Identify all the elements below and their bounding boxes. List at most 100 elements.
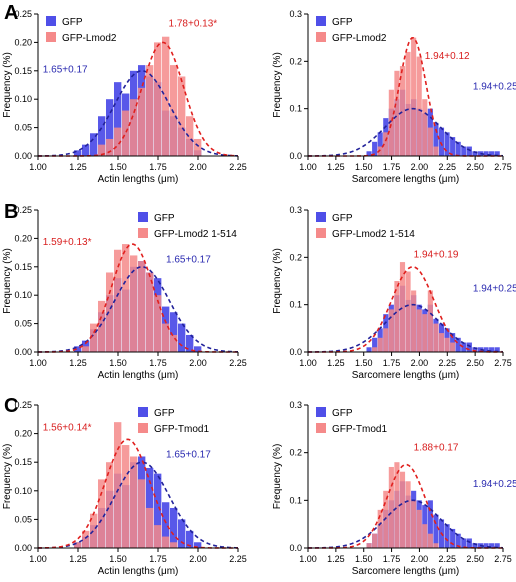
legend-label-treatment: GFP-Tmod1 xyxy=(332,424,387,435)
bar-treatment xyxy=(146,65,154,156)
y-axis-label: Frequency (%) xyxy=(272,248,283,314)
y-tick-label: 0.2 xyxy=(289,448,302,458)
y-tick-label: 0.10 xyxy=(14,486,32,496)
x-tick-label: 1.75 xyxy=(149,554,167,564)
legend-swatch-gfp xyxy=(316,212,326,222)
chart-A-sarcomere: 1.00 1.25 1.50 1.75 2.00 2.25 2.50 2.75 0.0 0.1 0.… xyxy=(272,9,516,185)
bar-gfp xyxy=(106,99,114,156)
x-tick-label: 1.75 xyxy=(383,162,401,172)
bar-gfp xyxy=(427,500,433,548)
bar-gfp xyxy=(194,542,202,548)
y-tick-label: 0.05 xyxy=(14,514,32,524)
bar-gfp xyxy=(483,347,489,352)
fit-annotation-treatment: 1.94+0.12 xyxy=(425,51,470,62)
x-axis-label: Sarcomere lengths (μm) xyxy=(352,566,459,577)
bar-treatment xyxy=(162,323,170,352)
legend-label-treatment: GFP-Lmod2 1-514 xyxy=(332,229,415,240)
fit-curve-gfp xyxy=(307,107,504,157)
bar-treatment xyxy=(122,110,130,156)
bar-treatment xyxy=(422,99,428,156)
bar-treatment xyxy=(106,138,114,156)
bar-gfp xyxy=(489,347,495,352)
x-tick-label: 1.50 xyxy=(355,358,373,368)
x-tick-label: 1.75 xyxy=(383,554,401,564)
panel-letter-c: C xyxy=(4,395,18,417)
bar-gfp xyxy=(489,151,495,156)
bar-gfp xyxy=(433,122,439,156)
bar-gfp xyxy=(494,151,500,156)
legend-label-gfp: GFP xyxy=(332,17,353,28)
bar-treatment xyxy=(377,146,383,156)
bar-treatment xyxy=(114,249,122,352)
x-tick-label: 2.00 xyxy=(189,358,207,368)
bar-treatment xyxy=(377,509,383,548)
bar-treatment xyxy=(399,66,406,156)
x-tick-label: 1.25 xyxy=(69,358,87,368)
y-tick-label: 0.3 xyxy=(289,9,302,19)
chart-C-actin: 1.00 1.25 1.50 1.75 2.00 2.25 0.00 0.05 0.10 0.15… xyxy=(2,400,247,577)
bar-treatment xyxy=(388,466,394,548)
legend-label-gfp: GFP xyxy=(332,408,353,419)
fit-annotation-treatment: 1.78+0.13* xyxy=(169,18,218,29)
chart-A-actin: 1.00 1.25 1.50 1.75 2.00 2.25 0.00 0.05 0.10 0.15… xyxy=(2,9,247,185)
legend-swatch-treatment xyxy=(138,423,148,433)
fit-annotation-treatment: 1.59+0.13* xyxy=(43,237,92,248)
y-tick-label: 0.00 xyxy=(14,347,32,357)
x-tick-label: 2.25 xyxy=(229,554,247,564)
y-axis-label: Frequency (%) xyxy=(272,52,283,118)
y-axis-label: Frequency (%) xyxy=(272,444,283,510)
bar-treatment xyxy=(146,507,154,548)
bar-treatment xyxy=(427,290,433,352)
bar-gfp xyxy=(372,141,378,156)
bar-gfp xyxy=(90,133,98,156)
bar-treatment xyxy=(388,89,394,156)
bar-treatment xyxy=(186,116,194,156)
x-tick-label: 1.00 xyxy=(29,162,47,172)
bar-gfp xyxy=(98,116,106,156)
y-axis-label: Frequency (%) xyxy=(2,52,13,118)
legend-swatch-gfp xyxy=(46,16,56,26)
bar-treatment xyxy=(422,314,428,352)
bar-gfp xyxy=(444,132,450,156)
fit-curve-treatment xyxy=(37,243,238,353)
y-tick-label: 0.25 xyxy=(14,9,32,19)
y-tick-label: 0.00 xyxy=(14,543,32,553)
bar-gfp xyxy=(366,347,372,352)
bar-gfp xyxy=(455,141,461,156)
bar-treatment xyxy=(130,255,138,352)
x-tick-label: 1.75 xyxy=(383,358,401,368)
bar-treatment xyxy=(444,337,450,352)
bar-gfp xyxy=(170,507,178,548)
panel-letter-a: A xyxy=(4,2,18,24)
fit-curve-gfp xyxy=(37,266,239,353)
y-tick-label: 0.0 xyxy=(289,347,302,357)
bar-treatment xyxy=(74,542,82,548)
x-axis-label: Actin lengths (μm) xyxy=(98,566,179,577)
x-tick-label: 2.50 xyxy=(466,358,484,368)
bar-treatment xyxy=(82,530,90,548)
bar-treatment xyxy=(162,536,170,548)
x-tick-label: 1.50 xyxy=(355,554,373,564)
bar-treatment xyxy=(405,481,411,548)
x-axis-label: Actin lengths (μm) xyxy=(98,174,179,185)
bar-gfp xyxy=(472,151,478,156)
bar-treatment xyxy=(416,56,422,156)
bar-treatment xyxy=(154,42,162,156)
legend-label-treatment: GFP-Lmod2 xyxy=(332,33,387,44)
x-tick-label: 2.25 xyxy=(439,358,457,368)
bar-gfp xyxy=(461,146,467,156)
y-tick-label: 0.20 xyxy=(14,429,32,439)
y-tick-label: 0.3 xyxy=(289,400,302,410)
bar-gfp xyxy=(483,543,489,548)
bar-treatment xyxy=(383,490,389,548)
bar-treatment xyxy=(90,513,98,548)
bar-treatment xyxy=(427,127,433,156)
bar-gfp xyxy=(74,150,82,156)
x-tick-label: 2.25 xyxy=(439,554,457,564)
legend-swatch-treatment xyxy=(316,32,326,42)
bar-gfp xyxy=(170,312,178,352)
legend-swatch-gfp xyxy=(316,16,326,26)
bar-treatment xyxy=(170,65,178,156)
y-tick-label: 0.10 xyxy=(14,94,32,104)
fit-annotation-gfp: 1.94+0.25 xyxy=(473,479,516,490)
